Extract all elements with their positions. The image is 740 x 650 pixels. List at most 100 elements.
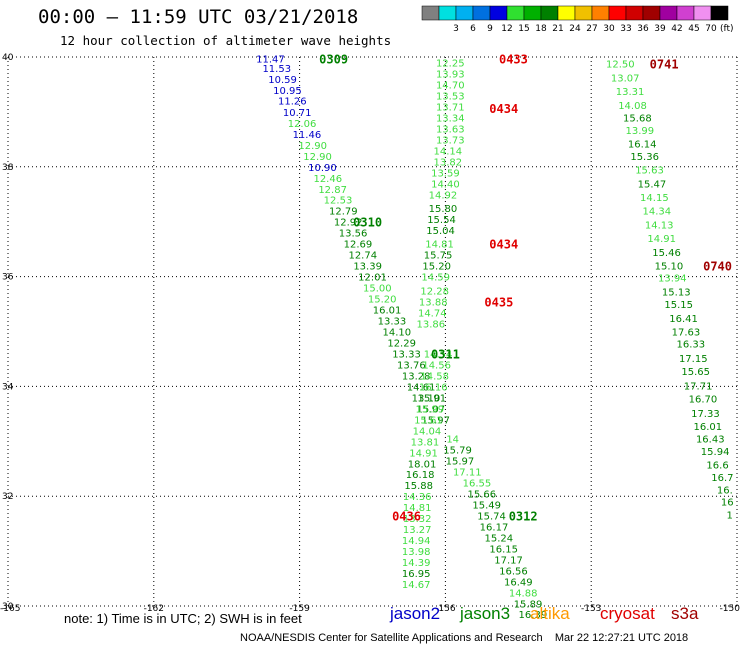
legend-swatch	[710, 5, 729, 21]
legend-swatch	[506, 5, 525, 21]
swh-value-label: 14	[446, 435, 459, 446]
lat-tick-label: 30	[2, 602, 14, 612]
swh-value-label: 13.10	[412, 393, 441, 404]
footer-credit: NOAA/NESDIS Center for Satellite Applica…	[240, 632, 689, 644]
legend-swatch	[421, 5, 440, 21]
swh-value-label: 12.74	[348, 251, 377, 262]
swh-value-label: 18.01	[408, 459, 437, 470]
legend-tick-label: 39	[654, 24, 666, 34]
satellite-legend-jason3: jason3	[460, 604, 511, 623]
legend-tick-label: 45	[688, 24, 699, 34]
swh-value-label: 14.04	[413, 426, 442, 437]
swh-value-label: 13.81	[411, 437, 440, 448]
swh-value-label: 12.87	[318, 185, 347, 196]
legend-swatch	[574, 5, 593, 21]
legend-tick-label: 9	[487, 24, 493, 34]
legend-tick-label: 6	[470, 24, 476, 34]
swh-value-label: 12.28	[420, 286, 449, 297]
swh-value-label: 17.71	[684, 381, 713, 392]
legend-swatch	[659, 5, 678, 21]
swh-value-label: 16.95	[402, 569, 431, 580]
swh-value-label: 15.00	[363, 284, 392, 295]
swh-value-label: 12.01	[358, 273, 387, 284]
swh-value-label: 15.24	[485, 533, 514, 544]
swh-value-label: 16.43	[696, 435, 725, 446]
swh-value-label: 13.31	[616, 87, 645, 98]
satellite-track: 0312	[509, 509, 538, 523]
swh-value-label: 12.90	[298, 141, 327, 152]
swh-value-label: 14.10	[382, 328, 411, 339]
legend-swatch	[642, 5, 661, 21]
legend-tick-label: 24	[569, 24, 581, 34]
swh-value-label: 16.14	[628, 140, 657, 151]
swh-value-label: 16.41	[669, 314, 698, 325]
swh-value-label: 11.46	[293, 130, 322, 141]
swh-value-label: 12.50	[606, 60, 635, 71]
axis-tick-labels: 40 38 36 34 32 30-165 -162 -159 -156 -153 -150	[0, 53, 740, 614]
swh-value-label: 16.15	[489, 544, 518, 555]
swh-value-label: 17.33	[691, 409, 720, 420]
satellite-legend-altika: altika	[530, 604, 570, 623]
swh-value-label: 15.97	[446, 457, 475, 468]
swh-value-label: 14.08	[618, 101, 647, 112]
swh-value-label: 15.10	[655, 262, 684, 273]
swh-value-label: 15.68	[623, 113, 652, 124]
swh-value-label: 14.40	[431, 179, 460, 190]
swh-value-label: 10.95	[273, 86, 302, 97]
swh-value-label: 13.32	[403, 514, 432, 525]
swh-value-label: 14.92	[429, 190, 458, 201]
swh-value-label: 13.53	[436, 91, 465, 102]
lon-tick-label: -150	[720, 604, 740, 614]
swh-value-label: 15.63	[635, 166, 664, 177]
swh-value-label: 13.27	[403, 525, 432, 536]
legend-tick-label: 42	[671, 24, 682, 34]
legend-swatch	[557, 5, 576, 21]
swh-value-label: 16.16	[419, 382, 448, 393]
swh-value-label: 13.33	[378, 317, 407, 328]
swh-value-label: 12.79	[329, 207, 358, 218]
swh-value-label: 15.91	[417, 393, 446, 404]
swh-value-label: 14.13	[645, 220, 674, 231]
swh-value-label: 16.6	[706, 460, 728, 471]
swh-value-label: 15.89	[514, 599, 543, 610]
legend-tick-label: 15	[518, 24, 529, 34]
swh-value-label: 14.88	[509, 588, 538, 599]
legend-swatch	[591, 5, 610, 21]
swh-value-label: 15.80	[429, 204, 458, 215]
swh-value-label: 17.11	[453, 467, 482, 478]
swh-value-label: 15.75	[424, 251, 453, 262]
track-time-label: 0436	[392, 509, 421, 523]
swh-value-label: 13.63	[436, 124, 465, 135]
legend-swatch	[489, 5, 508, 21]
satellite-legend-s3a: s3a	[671, 604, 699, 623]
swh-value-label: 13.94	[658, 274, 687, 285]
track-time-label: 0434	[489, 102, 518, 116]
legend-tick-label: 18	[535, 24, 547, 34]
swh-value-label: 15.47	[638, 179, 667, 190]
swh-value-label: 15.65	[681, 367, 710, 378]
satellite-tracks: 11.4711.5310.5910.9511.2610.7112.0611.46…	[256, 53, 734, 622]
swh-value-label: 14.94	[402, 536, 431, 547]
swh-value-label: 16	[721, 498, 734, 509]
swh-value-label: 13.98	[402, 547, 431, 558]
swh-value-label: 13.86	[416, 319, 445, 330]
swh-value-label: 12.25	[436, 58, 465, 69]
legend-swatch	[608, 5, 627, 21]
swh-value-label: 13.93	[436, 69, 465, 80]
swh-value-label: 13.82	[434, 157, 463, 168]
legend-tick-label: 30	[603, 24, 615, 34]
swh-value-label: 14.58	[420, 371, 449, 382]
satellite-track: 0310	[353, 216, 382, 230]
track-time-label: 0311	[431, 347, 460, 361]
legend-swatch	[472, 5, 491, 21]
legend-swatch	[693, 5, 712, 21]
legend-tick-label: 70	[705, 24, 717, 34]
swh-value-label: 13.39	[353, 262, 382, 273]
swh-value-label: 15.94	[701, 447, 730, 458]
swh-value-label: 11.53	[262, 64, 291, 75]
swh-value-label: 15.07	[416, 404, 445, 415]
swh-value-label: 13.73	[436, 135, 465, 146]
swh-value-label: 15.46	[652, 248, 681, 259]
swh-value-label: 11.26	[278, 96, 307, 107]
swh-value-label: 14.70	[436, 80, 465, 91]
